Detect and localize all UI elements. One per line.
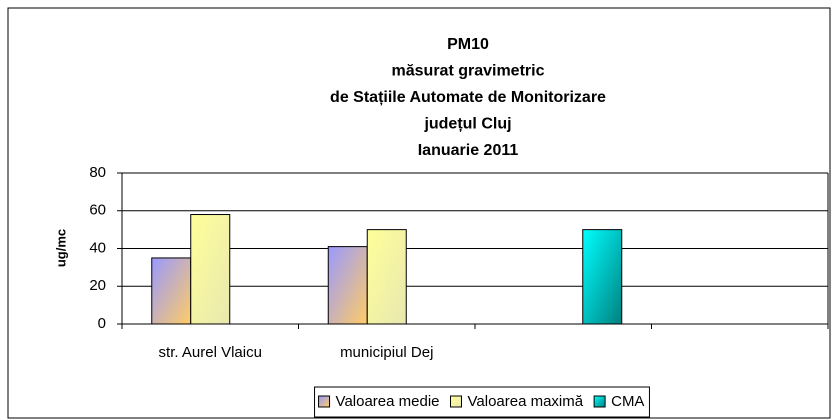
bar <box>582 229 623 325</box>
y-axis-label: ug/mc <box>53 229 68 267</box>
chart-title: județul Cluj <box>423 116 511 133</box>
chart-title: Ianuarie 2011 <box>418 142 519 159</box>
legend-label: Valoarea medie <box>336 393 440 410</box>
chart-title: măsurat gravimetric <box>392 63 545 80</box>
bar <box>151 257 192 325</box>
bar <box>190 214 231 325</box>
y-tick-label: 0 <box>98 315 106 332</box>
x-tick-label: str. Aurel Vlaicu <box>159 344 262 361</box>
bar <box>327 246 368 325</box>
legend-label: Valoarea maximă <box>468 393 584 410</box>
legend-swatch <box>318 395 331 408</box>
legend-swatch <box>593 395 606 408</box>
chart-title: PM10 <box>447 36 489 53</box>
y-tick-label: 40 <box>89 239 106 256</box>
y-tick-label: 80 <box>89 164 106 181</box>
chart-title: de Stațiile Automate de Monitorizare <box>330 89 606 106</box>
legend-swatch <box>450 395 462 408</box>
y-tick-label: 60 <box>89 202 106 219</box>
bar <box>366 229 407 325</box>
chart-border <box>7 7 831 419</box>
legend-label: CMA <box>611 393 644 410</box>
x-tick-label: municipiul Dej <box>340 344 433 361</box>
y-tick-label: 20 <box>89 277 106 294</box>
